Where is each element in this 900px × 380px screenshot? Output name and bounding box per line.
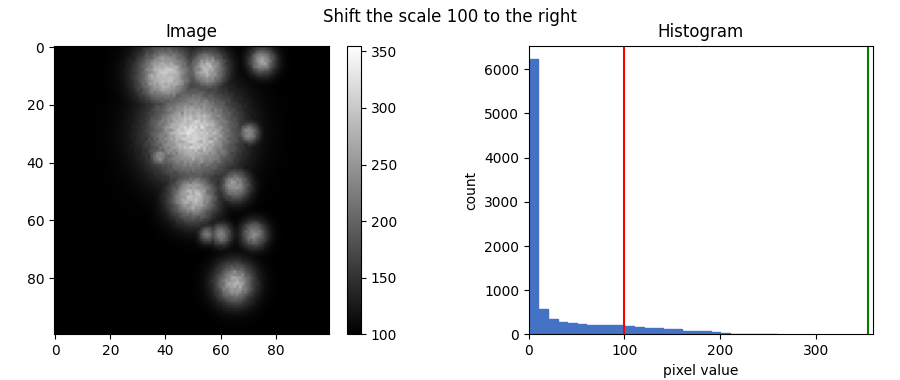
Bar (672, 329, 682, 334)
Bar (701, 331, 710, 334)
Bar (625, 326, 634, 334)
Y-axis label: count: count (464, 171, 479, 209)
Bar (538, 309, 548, 334)
Bar (529, 59, 538, 334)
Bar (710, 332, 720, 334)
Bar (577, 324, 586, 334)
Text: Shift the scale 100 to the right: Shift the scale 100 to the right (323, 8, 577, 25)
Bar (606, 325, 615, 334)
Bar (644, 328, 653, 334)
X-axis label: pixel value: pixel value (663, 364, 739, 378)
Title: Histogram: Histogram (658, 23, 744, 41)
Bar (586, 325, 596, 334)
Bar (682, 331, 691, 334)
Bar (596, 325, 606, 334)
Bar (653, 328, 662, 334)
Bar (634, 327, 643, 334)
Bar (662, 329, 672, 334)
Bar (720, 333, 730, 334)
Bar (558, 322, 567, 334)
Bar (567, 323, 577, 334)
Bar (548, 319, 558, 334)
Bar (615, 325, 625, 334)
Bar (691, 331, 701, 334)
Title: Image: Image (166, 23, 218, 41)
